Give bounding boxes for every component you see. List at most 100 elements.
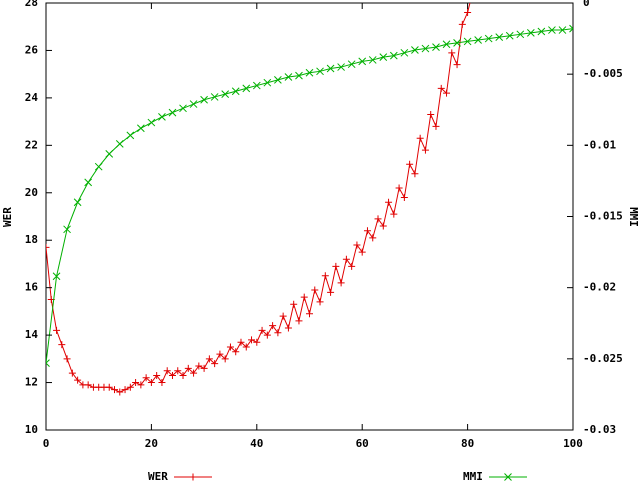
data-point: [284, 324, 292, 332]
data-point: [210, 93, 219, 101]
data-point: [200, 95, 208, 104]
data-point: [379, 53, 388, 61]
data-point: [442, 40, 451, 49]
data-point: [443, 89, 451, 97]
data-point: [432, 43, 440, 51]
x-tick-label: 0: [43, 437, 50, 450]
data-point: [379, 222, 387, 230]
data-point: [195, 362, 203, 370]
data-point: [126, 131, 135, 140]
x-tick-label: 60: [356, 437, 369, 450]
data-point: [448, 49, 456, 57]
data-point: [432, 122, 440, 130]
data-point: [84, 178, 93, 187]
data-point: [558, 26, 567, 34]
data-point: [411, 46, 419, 54]
y-tick-label: 18: [25, 233, 38, 246]
data-point: [163, 367, 171, 375]
data-point: [111, 386, 119, 394]
data-point: [84, 381, 92, 389]
data-point: [116, 388, 124, 396]
data-point: [321, 272, 329, 280]
data-point: [242, 343, 250, 351]
data-point: [389, 51, 398, 60]
x-tick-label: 20: [145, 437, 158, 450]
data-point: [147, 118, 156, 127]
data-point: [179, 104, 187, 113]
data-point: [158, 113, 166, 121]
data-point: [342, 255, 350, 263]
data-point: [232, 348, 240, 356]
data-point: [505, 31, 514, 40]
data-point: [205, 355, 213, 363]
data-point: [221, 90, 230, 98]
data-point: [395, 184, 403, 192]
data-point: [279, 312, 287, 320]
y-tick-label: 22: [25, 138, 38, 151]
data-point: [284, 73, 293, 81]
data-point: [453, 38, 461, 47]
data-point: [237, 338, 245, 346]
y-tick-label: 10: [25, 423, 38, 436]
data-point: [421, 146, 429, 154]
data-point: [347, 60, 356, 69]
data-point: [258, 326, 266, 334]
y2-tick-label: -0.03: [583, 423, 616, 436]
legend-label: MMI: [463, 470, 483, 481]
data-point: [63, 355, 71, 363]
data-point: [316, 298, 324, 306]
data-point: [484, 34, 493, 43]
x-tick-label: 100: [563, 437, 583, 450]
data-point: [269, 322, 277, 330]
data-point: [252, 81, 261, 90]
data-point: [153, 371, 161, 379]
data-point: [242, 84, 251, 93]
data-point: [463, 37, 472, 46]
data-point: [58, 341, 66, 349]
data-point: [290, 300, 298, 308]
data-point: [495, 33, 504, 42]
data-point: [326, 64, 335, 73]
data-point: [353, 241, 361, 249]
data-point: [474, 36, 482, 44]
data-point: [464, 8, 472, 16]
y-tick-label: 28: [25, 0, 38, 9]
data-point: [369, 234, 377, 242]
data-point: [126, 383, 134, 391]
y-tick-label: 20: [25, 186, 38, 199]
data-point: [263, 331, 271, 339]
data-point: [274, 76, 282, 84]
data-point: [516, 30, 525, 39]
legend-marker: [189, 473, 197, 481]
data-point: [358, 248, 366, 256]
data-point: [569, 24, 573, 33]
data-point: [311, 286, 319, 294]
data-point: [216, 350, 224, 358]
data-point: [200, 364, 208, 372]
data-point: [190, 369, 198, 377]
data-point: [453, 61, 461, 69]
data-point: [295, 317, 303, 325]
data-point: [537, 27, 546, 36]
data-point: [526, 29, 535, 37]
data-point: [73, 198, 82, 207]
y2-tick-label: -0.01: [583, 138, 616, 151]
data-point: [53, 326, 61, 334]
data-point: [147, 379, 155, 387]
data-point: [411, 170, 419, 178]
data-point: [211, 360, 219, 368]
data-point: [437, 84, 445, 92]
data-point: [274, 329, 282, 337]
data-point: [168, 371, 176, 379]
data-point: [306, 310, 313, 318]
data-point: [295, 71, 303, 80]
y-tick-label: 24: [25, 91, 39, 104]
data-point: [46, 243, 50, 251]
data-point: [400, 194, 408, 202]
legend-marker: [504, 473, 512, 481]
data-point: [137, 124, 145, 133]
data-point: [421, 44, 430, 53]
data-point: [427, 110, 435, 118]
data-point: [231, 87, 240, 96]
